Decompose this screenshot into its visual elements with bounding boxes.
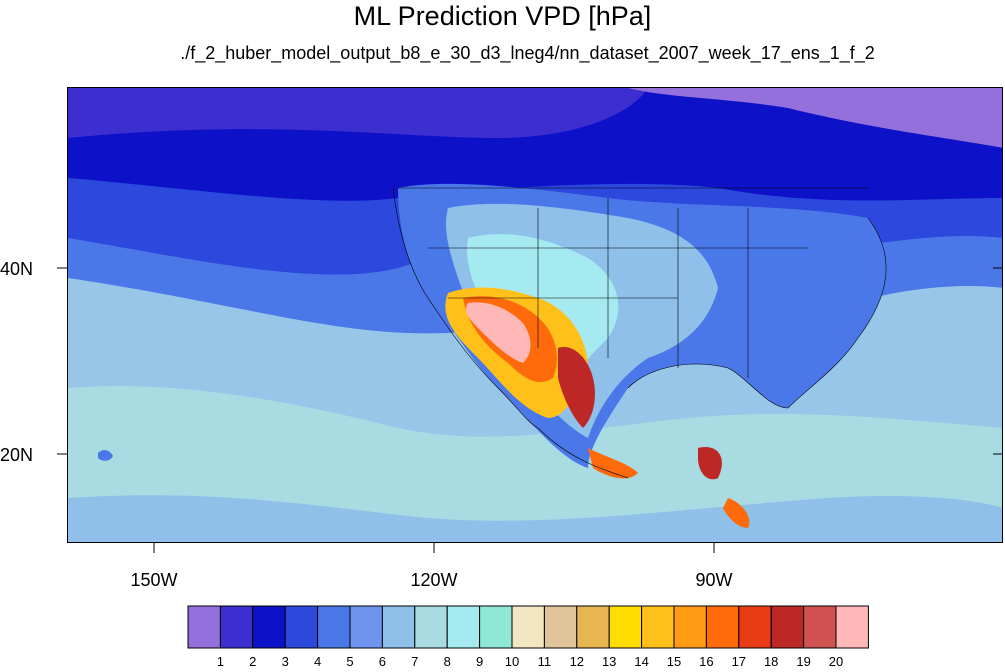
lon-label-120w: 120W (410, 570, 458, 590)
colorbar-swatch (770, 605, 805, 649)
colorbar-swatch (608, 605, 643, 649)
colorbar-label: 9 (475, 654, 484, 669)
colorbar-label: 17 (731, 654, 747, 669)
colorbar-swatch (317, 605, 351, 649)
lat-label-40n: 40N (0, 259, 34, 279)
colorbar-swatch (803, 605, 837, 649)
colorbar-swatch (284, 605, 319, 649)
vpd-field (68, 88, 1002, 542)
lon-label-90w: 90W (695, 570, 733, 590)
colorbar-swatch (446, 605, 481, 649)
colorbar-label: 15 (666, 654, 682, 669)
colorbar-swatch (479, 605, 513, 649)
colorbar-swatch (252, 605, 286, 649)
colorbar-label: 12 (569, 654, 585, 669)
colorbar-swatch (349, 605, 383, 649)
colorbar (187, 605, 869, 649)
colorbar-label: 3 (281, 654, 289, 669)
colorbar-label: 14 (634, 654, 649, 669)
colorbar-label: 10 (504, 654, 520, 669)
vpd-map (67, 87, 1003, 543)
colorbar-label: 7 (411, 654, 419, 669)
chart-subtitle: ./f_2_huber_model_output_b8_e_30_d3_lneg… (180, 43, 875, 63)
colorbar-swatch (187, 605, 221, 649)
lat-label-20n: 20N (0, 445, 34, 465)
colorbar-swatch (835, 605, 869, 649)
colorbar-label: 20 (828, 654, 844, 669)
colorbar-swatch (414, 605, 448, 649)
colorbar-swatch (641, 605, 675, 649)
colorbar-swatch (673, 605, 707, 649)
colorbar-swatch (219, 605, 254, 649)
colorbar-swatch (511, 605, 545, 649)
colorbar-label: 2 (249, 654, 257, 669)
chart-title: ML Prediction VPD [hPa] (353, 1, 652, 31)
colorbar-label: 4 (313, 654, 322, 669)
colorbar-label: 1 (216, 654, 224, 669)
colorbar-swatch (705, 605, 740, 649)
colorbar-label: 19 (796, 654, 811, 669)
colorbar-label: 11 (537, 654, 552, 669)
colorbar-label: 18 (763, 654, 779, 669)
colorbar-swatch (381, 605, 416, 649)
colorbar-label: 16 (699, 654, 714, 669)
lon-label-150w: 150W (130, 570, 178, 590)
colorbar-swatch (543, 605, 578, 649)
colorbar-label: 8 (443, 654, 451, 669)
colorbar-label: 13 (601, 654, 617, 669)
colorbar-label: 6 (378, 654, 386, 669)
colorbar-swatch (738, 605, 772, 649)
colorbar-label: 5 (346, 654, 354, 669)
colorbar-swatch (576, 605, 610, 649)
